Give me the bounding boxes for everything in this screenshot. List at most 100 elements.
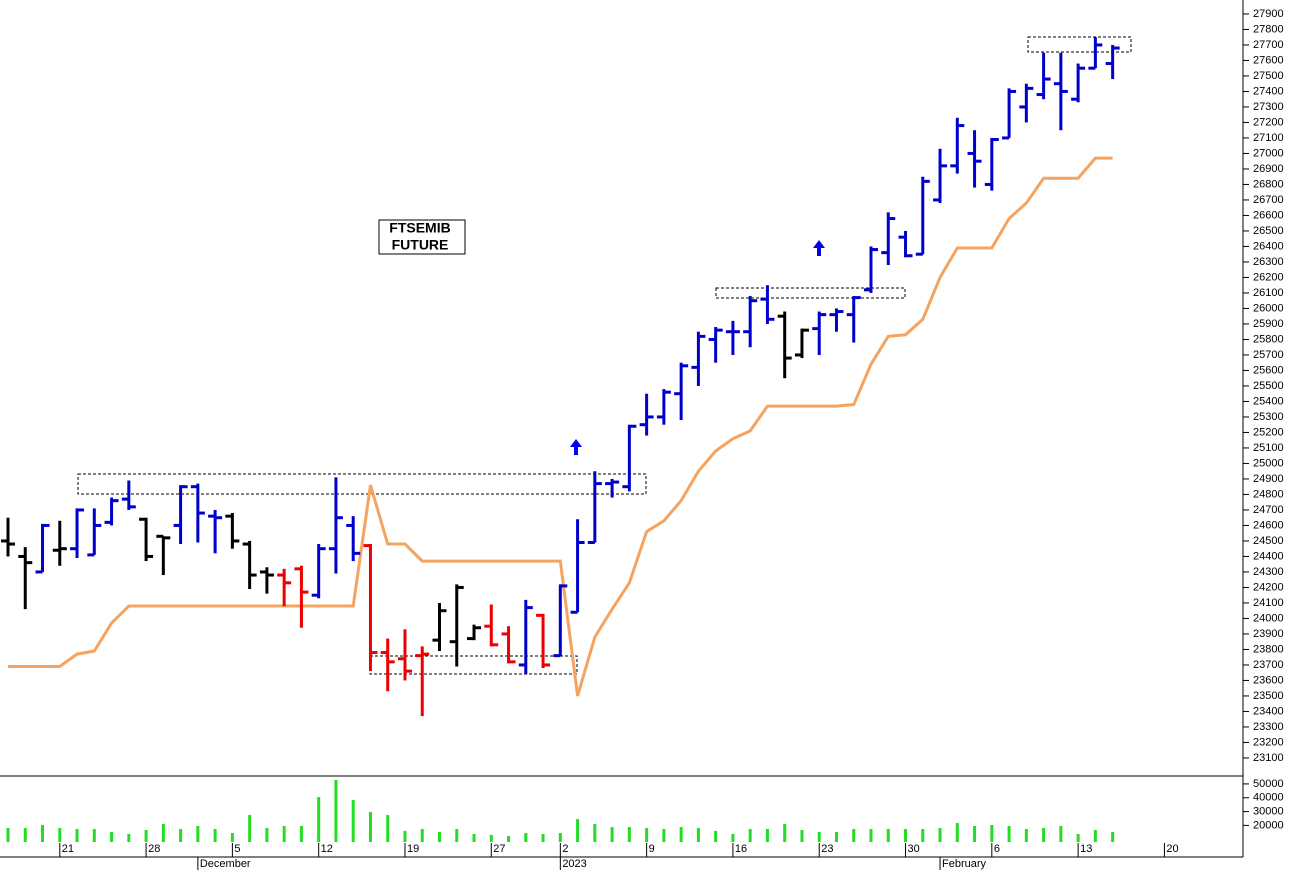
y-tick-label: 26400 [1253, 240, 1284, 252]
y-tick-label: 23300 [1253, 721, 1284, 733]
volume-bar [765, 829, 769, 842]
zone [77, 473, 647, 495]
volume-bar [593, 824, 597, 842]
volume-bar [955, 823, 959, 842]
volume-bar [541, 833, 545, 842]
y-tick-label: 27000 [1253, 147, 1284, 159]
volume-bar [886, 829, 890, 842]
x-tick-label: 20 [1166, 843, 1178, 855]
volume-bar [6, 828, 10, 842]
volume-bar [334, 780, 338, 842]
volume-bar [921, 829, 925, 842]
x-tick-label: 28 [148, 843, 160, 855]
volume-bar [386, 815, 390, 842]
x-tick-label: 19 [407, 843, 419, 855]
y-tick-label: 23600 [1253, 674, 1284, 686]
chart-title: FUTURE [392, 237, 449, 253]
zone [715, 287, 906, 299]
y-tick-label: 25300 [1253, 411, 1284, 423]
y-tick-label: 26500 [1253, 225, 1284, 237]
y-tick-label: 27500 [1253, 70, 1284, 82]
x-tick-label: 13 [1080, 843, 1092, 855]
x-tick-label: 5 [234, 843, 240, 855]
y-tick-label: 27300 [1253, 101, 1284, 113]
x-tick-label: 30 [908, 843, 920, 855]
volume-bar [144, 829, 148, 842]
y-tick-label: 25500 [1253, 380, 1284, 392]
y-tick-label: 24300 [1253, 566, 1284, 578]
volume-bar [731, 833, 735, 842]
y-tick-label: 23900 [1253, 628, 1284, 640]
x-tick-label: 9 [649, 843, 655, 855]
volume-bar [23, 828, 27, 842]
zones [77, 36, 1132, 675]
title-box [378, 219, 466, 255]
volume-bar [817, 832, 821, 842]
volume-bar [41, 824, 45, 842]
y-tick-label: 26900 [1253, 163, 1284, 175]
volume-bar [213, 829, 217, 842]
y-tick-label: 26000 [1253, 302, 1284, 314]
volume-bar [196, 825, 200, 842]
volume-bar [1076, 833, 1080, 842]
y-tick-label: 25800 [1253, 333, 1284, 345]
volume-bar [455, 829, 459, 842]
volume-bar [524, 833, 528, 842]
volume-bar [869, 829, 873, 842]
y-tick-label: 25400 [1253, 395, 1284, 407]
volume-bar [783, 824, 787, 842]
volume-bar [472, 833, 476, 842]
volume-bar [351, 799, 355, 842]
y-tick-label: 27100 [1253, 132, 1284, 144]
arrow [813, 240, 825, 256]
volume-bar [1024, 829, 1028, 842]
volume-bar [420, 829, 424, 842]
month-label: December [200, 858, 251, 870]
y-tick-label: 25200 [1253, 426, 1284, 438]
chart-title: FTSEMIB [389, 220, 450, 236]
volume-bar [438, 832, 441, 842]
y-tick-label: 27700 [1253, 39, 1284, 51]
y-tick-label: 26600 [1253, 209, 1284, 221]
volume-bar [230, 833, 234, 842]
y-tick-label: 25900 [1253, 318, 1284, 330]
y-tick-label: 23700 [1253, 659, 1284, 671]
volume-bar [852, 829, 856, 842]
volume-bar [265, 828, 269, 842]
volume-bar [800, 829, 804, 842]
volume-bar [558, 833, 562, 842]
volume-bar [834, 832, 838, 842]
volume-bar [714, 830, 718, 842]
y-tick-label: 26700 [1253, 194, 1284, 206]
volume-bar [576, 819, 580, 842]
volume-bar [489, 834, 493, 842]
volume-bar [317, 797, 321, 842]
y-tick-label: 23500 [1253, 690, 1284, 702]
volume-bar [161, 824, 165, 842]
y-tick-label: 26100 [1253, 287, 1284, 299]
volume-bar [507, 836, 511, 842]
y-tick-label: 24900 [1253, 473, 1284, 485]
volume-bar [58, 828, 62, 842]
x-tick-label: 6 [994, 843, 1000, 855]
y-tick-label: 23400 [1253, 705, 1284, 717]
y-tick-label: 24700 [1253, 504, 1284, 516]
volume-bar [662, 829, 666, 842]
volume-bar [179, 829, 183, 842]
volume-bar [368, 811, 372, 842]
volume-tick-label: 40000 [1253, 792, 1284, 804]
y-tick-label: 26300 [1253, 256, 1284, 268]
volume-bar [127, 833, 131, 842]
volume-bar [110, 832, 114, 842]
volume-bar [299, 825, 303, 842]
volume-bar [92, 829, 96, 842]
volume-bar [748, 829, 752, 842]
y-tick-label: 24600 [1253, 519, 1284, 531]
volume-bar [645, 828, 649, 842]
y-tick-label: 23100 [1253, 752, 1284, 764]
y-tick-label: 27900 [1253, 8, 1284, 20]
y-tick-label: 26200 [1253, 271, 1284, 283]
volume-tick-label: 30000 [1253, 805, 1284, 817]
volume-bar [627, 827, 631, 842]
